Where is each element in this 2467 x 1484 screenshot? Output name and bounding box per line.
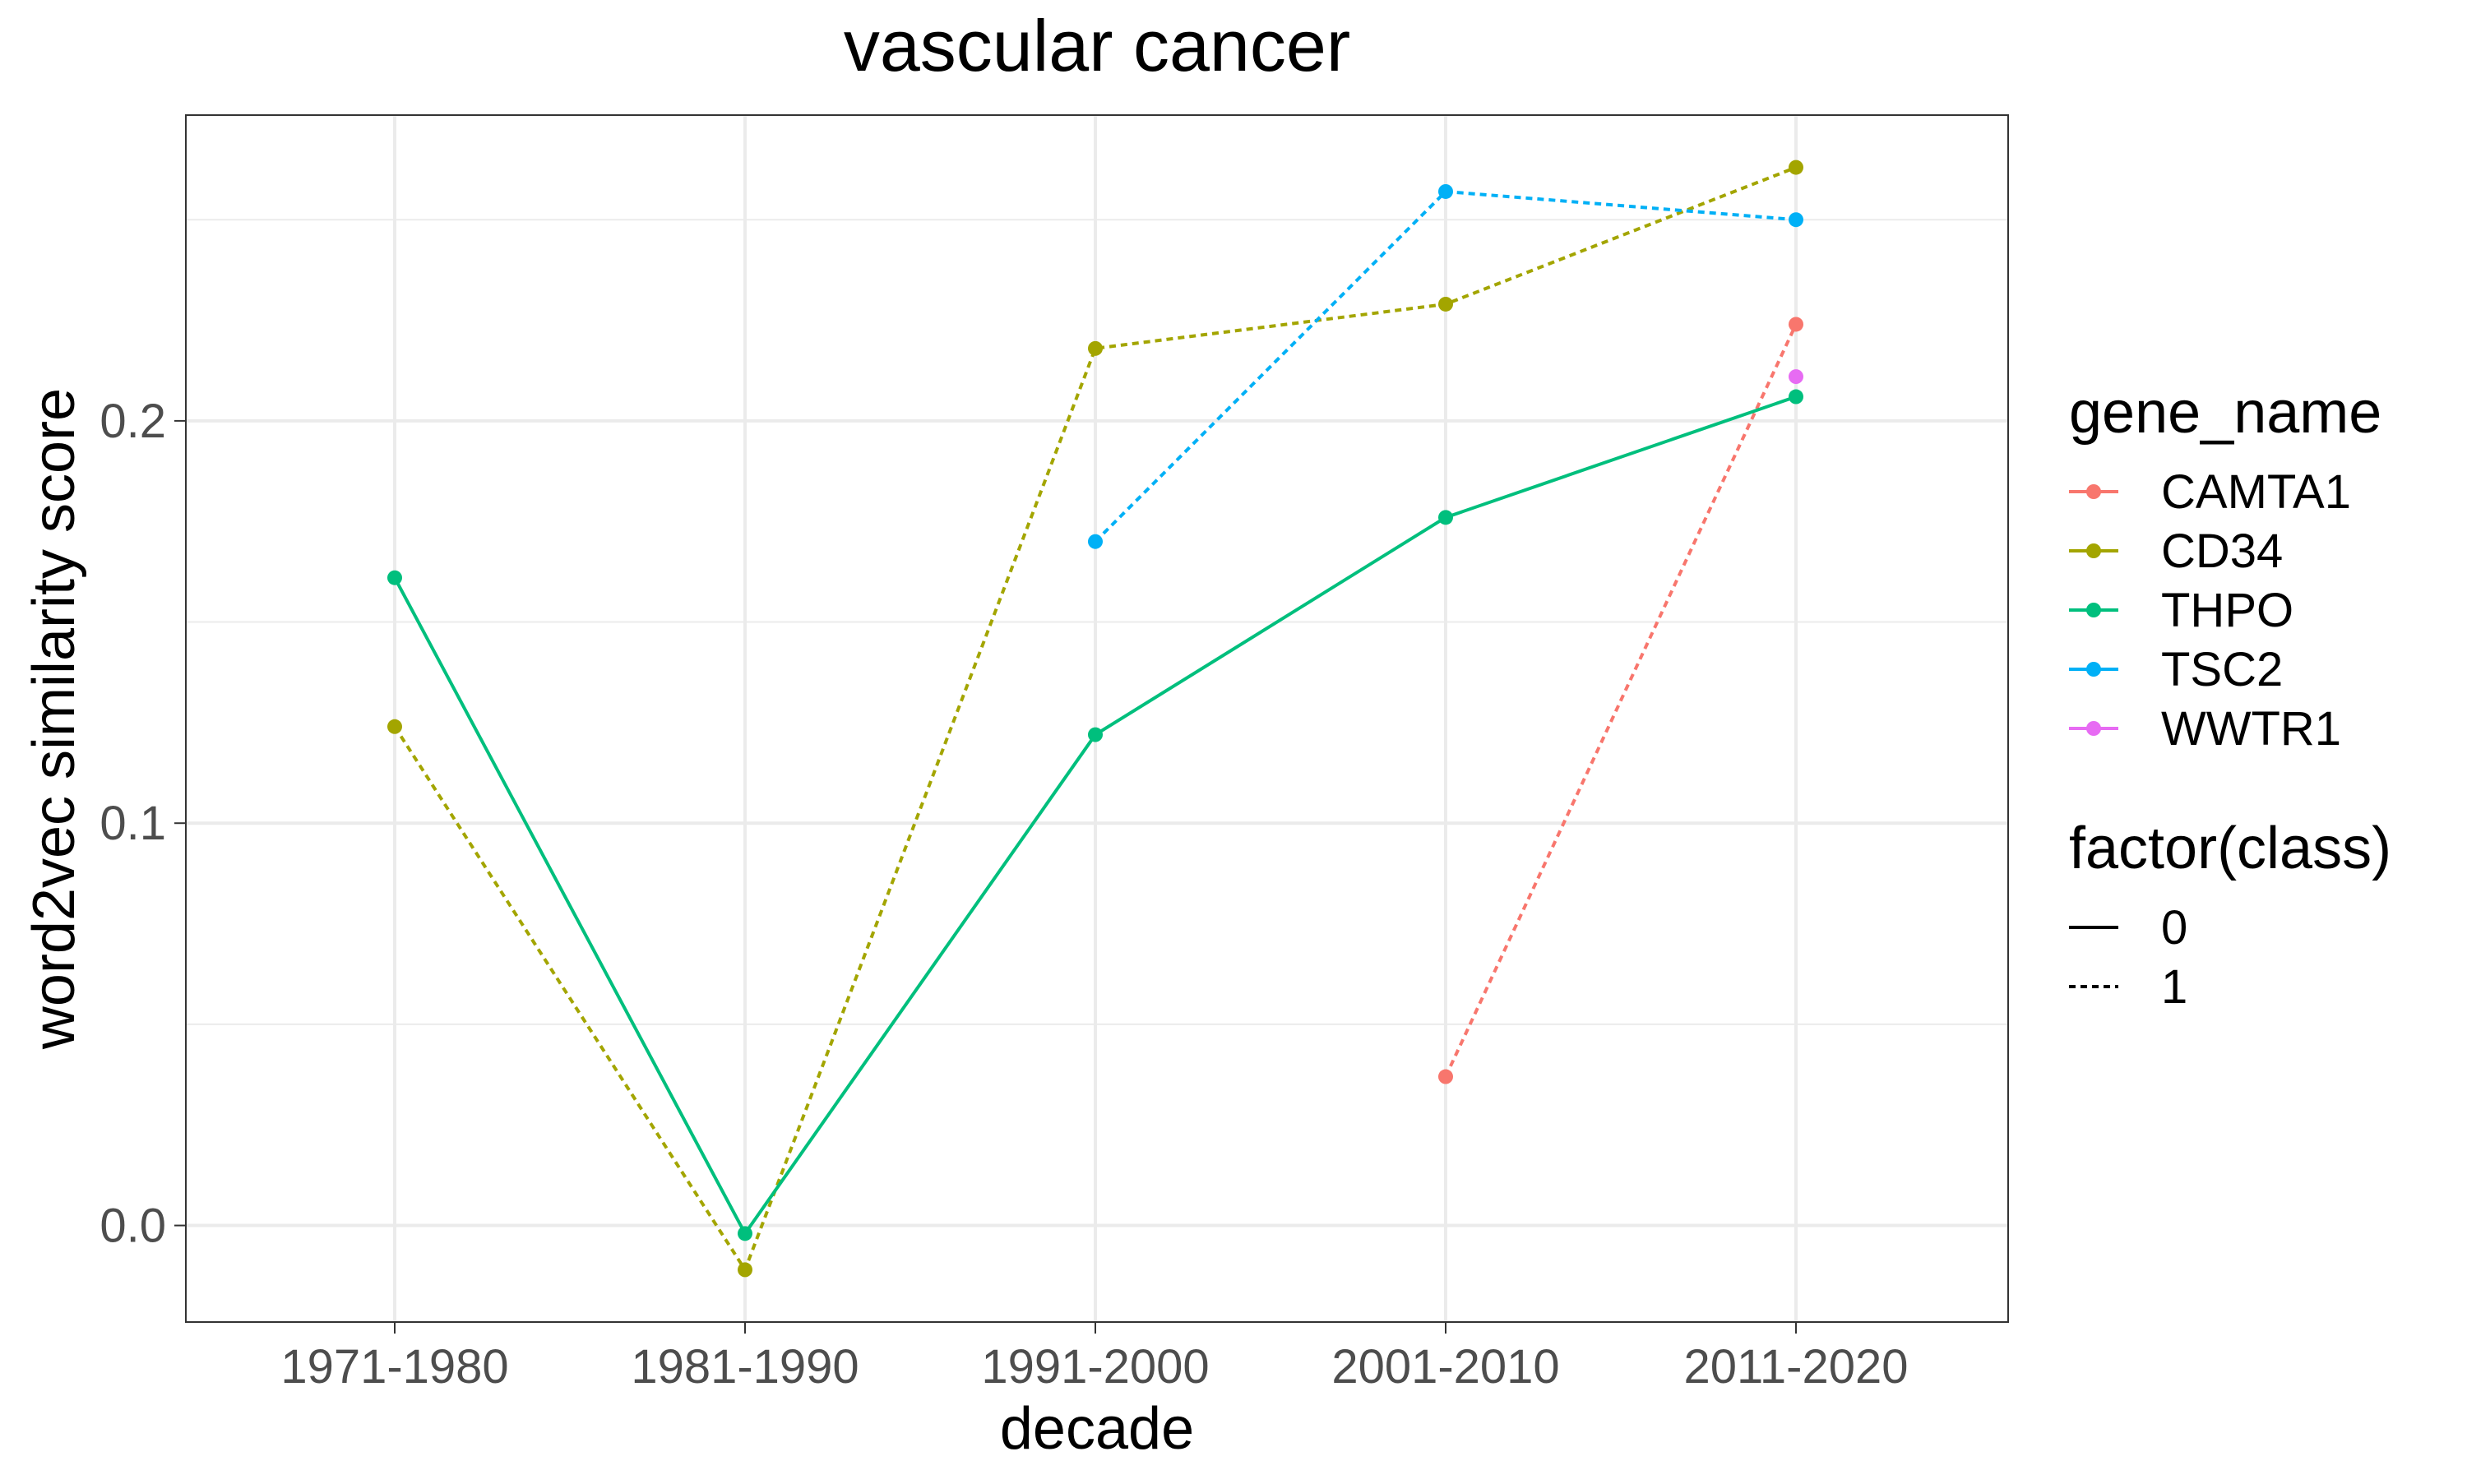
data-point-tsc2 <box>1789 212 1803 228</box>
data-point-cd34 <box>1088 340 1103 356</box>
x-tick-label: 1991-2000 <box>981 1340 1209 1394</box>
data-point-thpo <box>738 1226 752 1241</box>
legend-label: 0 <box>2161 901 2187 955</box>
chart-title: vascular cancer <box>844 5 1350 86</box>
x-tick-label: 1971-1980 <box>280 1340 508 1394</box>
series-wwtr1 <box>1789 369 1803 385</box>
data-point-cd34 <box>387 719 402 734</box>
y-axis-title: word2vec similarity score <box>21 388 87 1050</box>
legend-label: THPO <box>2161 584 2293 637</box>
data-point-cd34 <box>1789 159 1803 175</box>
x-tick-label: 1981-1990 <box>631 1340 859 1394</box>
data-point-camta1 <box>1789 317 1803 332</box>
series-camta1 <box>1438 317 1803 1084</box>
legend-key-point <box>2086 603 2101 617</box>
data-point-wwtr1 <box>1789 369 1803 385</box>
legend-key-point <box>2086 721 2101 736</box>
series-line-camta1 <box>1444 323 1798 1078</box>
legend-label: TSC2 <box>2161 643 2283 696</box>
legend-key-point <box>2086 484 2101 499</box>
x-tick-label: 2001-2010 <box>1331 1340 1559 1394</box>
y-tick-label: 0.1 <box>100 797 166 850</box>
data-point-cd34 <box>1438 296 1453 312</box>
panel-border <box>185 114 2009 1323</box>
data-point-tsc2 <box>1438 183 1453 199</box>
series-thpo <box>387 389 1803 1241</box>
data-point-thpo <box>387 570 402 585</box>
y-tick-label: 0.0 <box>100 1200 166 1253</box>
y-tick-label: 0.2 <box>100 395 166 448</box>
x-tick-label: 2011-2020 <box>1683 1340 1908 1394</box>
data-point-thpo <box>1088 727 1103 742</box>
data-point-thpo <box>1438 510 1453 525</box>
data-point-tsc2 <box>1088 534 1103 549</box>
legend-label: WWTR1 <box>2161 702 2341 756</box>
legend-key-point <box>2086 662 2101 677</box>
data-point-cd34 <box>738 1262 752 1278</box>
legend-key-point <box>2086 543 2101 558</box>
legend-title: gene_name <box>2069 380 2381 446</box>
legend: gene_name CAMTA1 CD34 THPO TSC2 WWTR1 factor(c… <box>2069 380 2391 1014</box>
data-point-camta1 <box>1438 1069 1453 1084</box>
legend-label: 1 <box>2161 960 2187 1014</box>
legend-label: CAMTA1 <box>2161 465 2351 519</box>
x-axis-title: decade <box>1000 1396 1194 1462</box>
legend-label: CD34 <box>2161 525 2283 578</box>
series-tsc2 <box>1088 183 1803 549</box>
axes: 0.0 0.1 0.2 1971-1980 1981-1990 1991-2000 2001… <box>100 395 1908 1394</box>
series-layer <box>387 159 1803 1278</box>
data-point-thpo <box>1789 389 1803 405</box>
series-line-cd34 <box>393 165 1797 1272</box>
grid <box>186 115 2008 1322</box>
series-cd34 <box>387 159 1803 1278</box>
legend-title: factor(class) <box>2069 816 2391 881</box>
